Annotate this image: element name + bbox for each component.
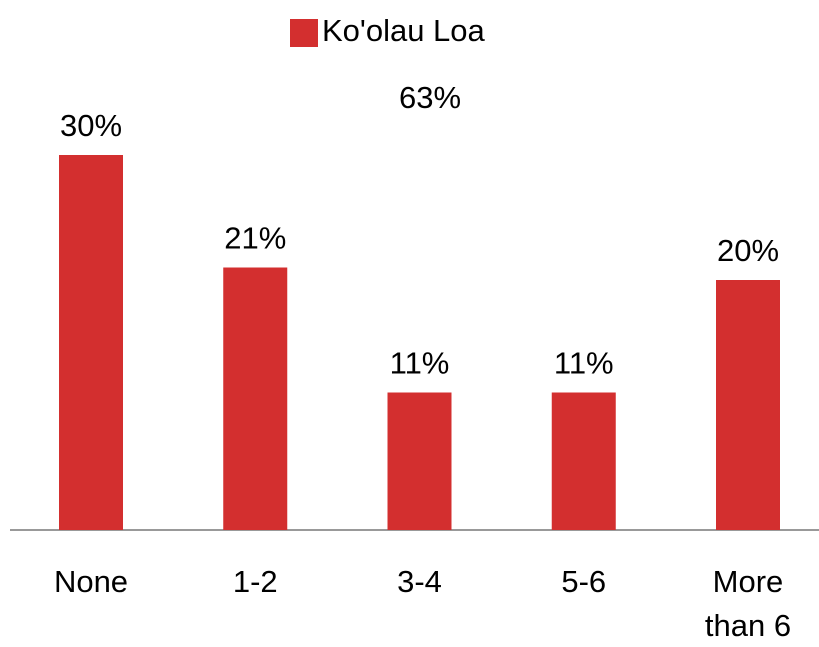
bar [59,155,123,530]
legend-swatch [290,19,318,47]
value-label: 11% [390,346,450,381]
annotation: 63% [399,80,461,115]
bar [223,267,288,530]
x-tick-label: 5-6 [561,564,607,599]
x-tick-label: 1-2 [232,564,278,599]
x-tick-label: More than 6 [704,564,792,643]
legend-label: Ko'olau Loa [322,13,486,48]
bar [551,392,616,530]
value-label: 30% [60,108,122,143]
x-tick-label: None [53,564,129,599]
value-label: 11% [554,346,614,381]
x-tick-label: 3-4 [397,564,442,599]
value-label: 20% [717,233,779,268]
bar [716,280,780,530]
bar [387,392,452,530]
value-label: 21% [224,221,286,256]
